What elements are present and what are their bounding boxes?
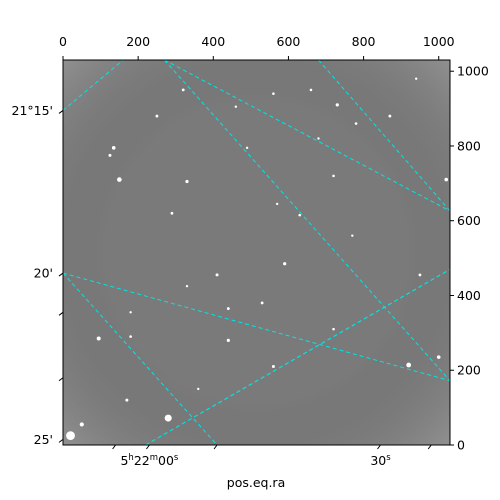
star-28 <box>332 327 335 331</box>
star-16 <box>155 114 159 118</box>
dec-grid-line-2 <box>318 60 450 212</box>
bottom-minor-tick-0 <box>112 444 117 450</box>
star-14 <box>260 301 264 305</box>
left-tick-label-0: 21°15' <box>12 103 54 118</box>
star-38 <box>414 77 418 80</box>
dec-grid-line-0 <box>63 60 124 111</box>
star-33 <box>234 105 238 108</box>
right-tick-label-5: 1000 <box>457 64 489 79</box>
dec-grid-line-3 <box>63 272 218 445</box>
left-minor-tick-0 <box>58 377 64 382</box>
image-vignette <box>63 60 450 445</box>
bottom-tick-label-1: 30s <box>370 453 391 468</box>
bottom-tick-0 <box>146 444 150 450</box>
star-11 <box>170 211 174 215</box>
star-29 <box>418 273 422 277</box>
top-tick-label-4: 800 <box>352 34 376 49</box>
star-10 <box>185 179 189 184</box>
bottom-minor-tick-2 <box>427 444 432 450</box>
star-31 <box>298 213 302 217</box>
star-12 <box>444 177 449 182</box>
left-tick-0 <box>58 110 64 114</box>
top-tick-label-5: 1000 <box>423 34 455 49</box>
star-24 <box>129 311 132 314</box>
star-2 <box>436 355 441 359</box>
top-pixel-axis: 0 200 400 600 800 1000 <box>59 34 455 60</box>
right-tick-label-1: 200 <box>457 363 481 378</box>
star-17 <box>335 103 339 107</box>
star-8 <box>125 398 129 402</box>
left-minor-tick-1 <box>58 311 64 316</box>
top-tick-label-1: 200 <box>126 34 150 49</box>
star-21 <box>245 146 249 150</box>
left-tick-2 <box>58 438 64 443</box>
star-4 <box>215 273 219 277</box>
star-7 <box>96 336 101 341</box>
star-23 <box>309 88 313 92</box>
top-tick-label-3: 600 <box>277 34 301 49</box>
star-26 <box>129 335 132 338</box>
ra-grid-line-0 <box>164 60 450 212</box>
top-tick-label-0: 0 <box>59 34 67 49</box>
dec-grid-line-1 <box>164 60 450 382</box>
right-tick-label-2: 400 <box>457 288 481 303</box>
star-3 <box>283 262 287 266</box>
left-tick-label-2: 25' <box>34 432 53 447</box>
sky-image <box>63 60 450 445</box>
star-22 <box>181 88 185 92</box>
bottom-tick-1 <box>377 444 381 450</box>
right-tick-label-4: 800 <box>457 138 481 153</box>
star-9 <box>108 153 112 157</box>
left-tick-1 <box>58 272 64 277</box>
top-tick-label-2: 400 <box>201 34 225 49</box>
star-27 <box>197 387 200 391</box>
left-tick-label-1: 20' <box>34 266 53 281</box>
star-5 <box>117 177 122 182</box>
star-30 <box>317 137 320 140</box>
star-39 <box>185 284 189 288</box>
star-20 <box>272 92 275 95</box>
dec-grid-line-4 <box>145 268 450 445</box>
star-36 <box>66 431 75 441</box>
right-tick-label-3: 600 <box>457 213 481 228</box>
ra-grid-line-1 <box>63 272 450 382</box>
star-15 <box>226 338 230 342</box>
star-19 <box>354 122 358 125</box>
left-dec-axis: 21°15' 20' 25' <box>12 103 64 447</box>
coordinate-grid <box>63 60 450 445</box>
x-axis-title: pos.eq.ra <box>227 475 285 490</box>
bottom-minor-tick-1 <box>213 444 218 450</box>
bottom-tick-label-0: 5h22m00s <box>120 453 178 468</box>
star-6 <box>111 146 116 150</box>
star-0 <box>164 414 172 422</box>
star-field <box>66 77 449 441</box>
star-35 <box>79 422 84 427</box>
right-pixel-axis: 0 200 400 600 800 1000 <box>450 64 489 453</box>
star-25 <box>226 307 230 310</box>
bottom-ra-axis: 5h22m00s 30s <box>112 444 432 468</box>
right-tick-label-0: 0 <box>457 438 465 453</box>
star-13 <box>271 365 275 369</box>
star-18 <box>388 114 392 118</box>
plot-frame <box>62 59 451 446</box>
star-34 <box>275 202 279 206</box>
star-1 <box>406 362 412 368</box>
star-32 <box>351 234 354 237</box>
star-37 <box>332 174 335 178</box>
